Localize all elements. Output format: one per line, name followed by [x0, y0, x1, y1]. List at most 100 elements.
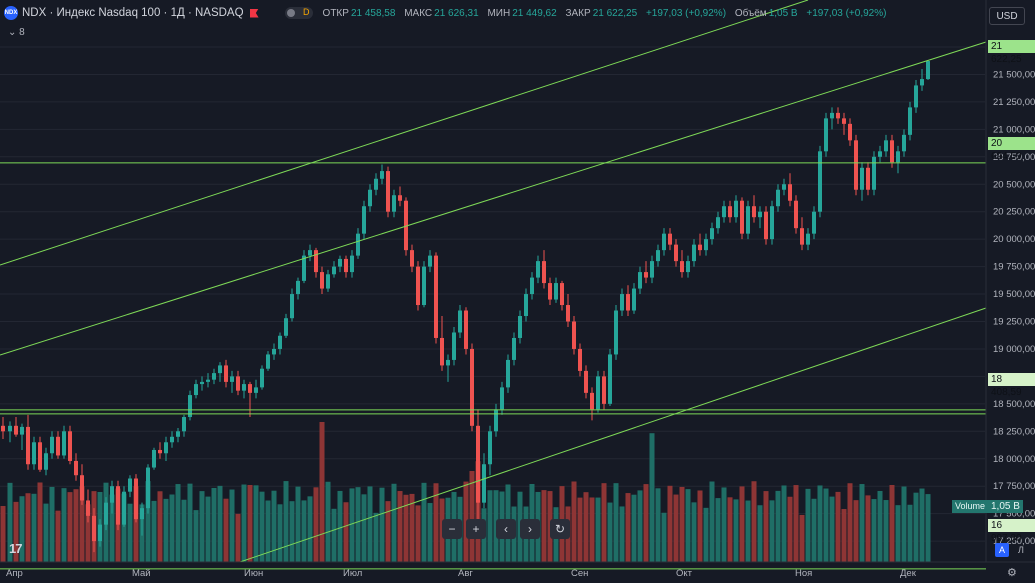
- candle-body: [812, 211, 816, 234]
- candle-body: [38, 442, 42, 470]
- time-axis-label: Окт: [676, 568, 693, 579]
- candle-body: [356, 233, 360, 256]
- volume-bar: [607, 502, 613, 562]
- session-toggle[interactable]: D: [284, 7, 313, 19]
- candle-body: [452, 332, 456, 360]
- volume-bar: [625, 493, 631, 562]
- candle-body: [680, 261, 684, 273]
- candle-body: [584, 370, 588, 393]
- volume-bar: [319, 422, 325, 562]
- candle-body: [710, 228, 714, 240]
- zoom-in-button[interactable]: +: [466, 519, 486, 539]
- volume-legend-value: 1,05 B: [988, 500, 1023, 513]
- candle-body: [890, 140, 894, 163]
- candle-body: [176, 431, 180, 437]
- volume-bar: [193, 510, 199, 562]
- volume-bar: [799, 514, 805, 562]
- candle-body: [512, 337, 516, 360]
- volume-bar: [697, 490, 703, 562]
- candle-body: [296, 280, 300, 295]
- open-value: 21 458,58: [350, 7, 396, 19]
- time-axis-label: Дек: [900, 568, 917, 579]
- candle-body: [188, 395, 192, 418]
- time-axis-label: Сен: [571, 568, 588, 579]
- volume-bar: [721, 487, 727, 562]
- volume-bar: [307, 496, 313, 562]
- volume-bar: [733, 499, 739, 562]
- candle-body: [32, 442, 36, 465]
- candle-body: [344, 258, 348, 273]
- candle-body: [152, 449, 156, 468]
- volume-bar: [361, 494, 367, 562]
- candle-body: [50, 436, 54, 454]
- scroll-right-button[interactable]: ›: [520, 519, 540, 539]
- candle-body: [494, 409, 498, 432]
- indicators-collapse-button[interactable]: ⌄ 8: [8, 27, 25, 38]
- candle-body: [368, 189, 372, 207]
- trend-channel-line: [0, 0, 809, 266]
- volume-bar: [433, 483, 439, 562]
- volume-bar: [133, 486, 139, 562]
- candle-body: [254, 387, 258, 393]
- volume-bar: [811, 498, 817, 562]
- candle-body: [458, 310, 462, 333]
- candle-body: [500, 387, 504, 410]
- volume-bar: [583, 492, 589, 562]
- auto-scale-button[interactable]: A: [995, 543, 1009, 557]
- candle-body: [230, 376, 234, 382]
- volume-bar: [655, 488, 661, 562]
- volume-bar: [757, 505, 763, 562]
- candle-body: [782, 184, 786, 190]
- price-scale-label: 17 500,00: [993, 509, 1035, 520]
- volume-bar: [859, 484, 865, 562]
- tradingview-logo[interactable]: 17: [9, 541, 23, 556]
- reset-chart-button[interactable]: ↻: [550, 519, 570, 539]
- volume-bar: [187, 483, 193, 562]
- candle-body: [554, 283, 558, 300]
- volume-bar: [199, 491, 205, 562]
- volume-bar: [253, 485, 259, 562]
- volume-bar: [49, 486, 55, 562]
- volume-bar: [877, 490, 883, 562]
- volume-bar: [775, 490, 781, 562]
- settings-gear-icon[interactable]: ⚙: [1007, 567, 1017, 579]
- candle-body: [662, 233, 666, 251]
- volume-change: +197,03 (+0,92%): [806, 7, 887, 19]
- volume-bar: [691, 502, 697, 562]
- volume-bar: [751, 481, 757, 562]
- volume-bar: [421, 482, 427, 562]
- volume-bar: [841, 509, 847, 562]
- zoom-out-button[interactable]: −: [442, 519, 462, 539]
- level-tag-2: 18 408,59: [988, 373, 1035, 398]
- candle-body: [854, 140, 858, 190]
- candle-body: [290, 294, 294, 319]
- candle-body: [668, 233, 672, 245]
- volume-bar: [787, 496, 793, 562]
- candlestick-series: [1, 60, 930, 553]
- volume-bar: [745, 500, 751, 562]
- candle-body: [266, 354, 270, 369]
- volume-bar: [805, 488, 811, 562]
- currency-button[interactable]: USD: [989, 7, 1025, 25]
- price-scale-label: 20 250,00: [993, 207, 1035, 218]
- volume-bar: [907, 504, 913, 562]
- volume-bar: [883, 500, 889, 562]
- candle-body: [794, 200, 798, 229]
- candle-body: [920, 79, 924, 86]
- candle-body: [218, 365, 222, 374]
- ohlc-readout: ОТКР 21 458,58 МАКС 21 626,31 МИН 21 449,62…: [323, 8, 893, 19]
- candle-body: [320, 272, 324, 289]
- candle-body: [506, 359, 510, 388]
- candle-body: [728, 206, 732, 218]
- trend-channel-line: [0, 41, 987, 356]
- change-value: +197,03 (+0,92%): [645, 7, 727, 19]
- candle-body: [68, 431, 72, 461]
- scroll-left-button[interactable]: ‹: [496, 519, 516, 539]
- candle-body: [884, 140, 888, 152]
- log-scale-button[interactable]: Л: [1018, 545, 1024, 555]
- symbol-title[interactable]: NDX · Индекс Nasdaq 100 · 1Д · NASDAQ: [22, 7, 244, 19]
- volume-bar: [337, 490, 343, 562]
- price-scale-label: 21 000,00: [993, 124, 1035, 135]
